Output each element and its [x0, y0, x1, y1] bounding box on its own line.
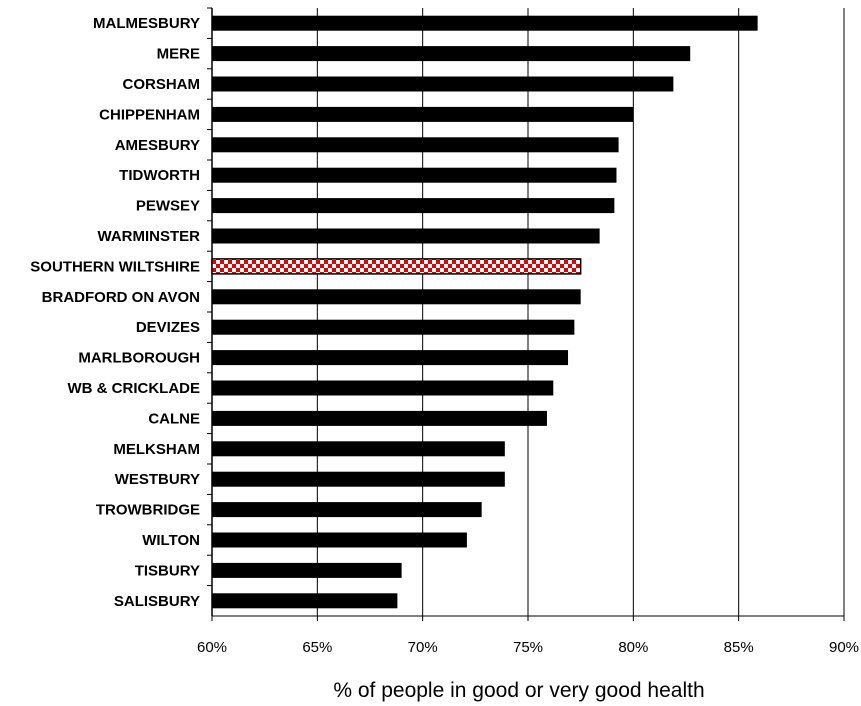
bar	[212, 593, 398, 609]
x-tick-labels: 60% 65% 70% 75% 80% 85% 90%	[197, 616, 859, 656]
x-tick-label: 75%	[513, 639, 543, 656]
category-label: CALNE	[148, 410, 200, 427]
bar	[212, 15, 758, 31]
category-label: AMESBURY	[115, 137, 200, 154]
category-label: TIDWORTH	[119, 167, 200, 184]
bar	[212, 198, 615, 214]
category-label: WESTBURY	[115, 471, 200, 488]
bar	[212, 137, 619, 153]
category-label: MALMESBURY	[93, 15, 200, 32]
category-label: TROWBRIDGE	[96, 502, 200, 519]
x-tick-label: 85%	[724, 639, 754, 656]
category-label: TISBURY	[135, 562, 200, 579]
category-label: MERE	[157, 46, 200, 63]
bar	[212, 380, 554, 396]
category-label: BRADFORD ON AVON	[42, 289, 200, 306]
gridlines	[211, 8, 845, 617]
category-label: MELKSHAM	[113, 441, 200, 458]
category-label: WB & CRICKLADE	[68, 380, 201, 397]
x-tick-label: 60%	[197, 639, 227, 656]
category-labels: MALMESBURY MERE CORSHAM CHIPPENHAM AMESBURY T…	[30, 7, 212, 610]
category-label: MARLBOROUGH	[78, 350, 200, 367]
bar	[212, 532, 467, 548]
x-tick-label: 65%	[302, 639, 332, 656]
bar	[212, 289, 581, 305]
category-label: DEVIZES	[136, 319, 200, 336]
bar	[212, 471, 505, 487]
bar	[212, 562, 402, 578]
x-axis-title: % of people in good or very good health	[333, 679, 704, 702]
bar	[212, 106, 634, 122]
bar	[212, 441, 505, 457]
category-label: SALISBURY	[114, 593, 200, 610]
x-tick-label: 90%	[829, 639, 859, 656]
bar	[212, 46, 691, 62]
category-label: CORSHAM	[123, 76, 201, 93]
bar	[212, 76, 674, 92]
x-tick-label: 80%	[618, 639, 648, 656]
category-label: SOUTHERN WILTSHIRE	[30, 258, 200, 275]
bar	[212, 167, 617, 183]
bar	[212, 410, 547, 426]
bars	[211, 15, 758, 609]
category-label: WILTON	[142, 532, 200, 549]
bar	[212, 502, 482, 518]
bar	[212, 350, 569, 366]
bar-highlight	[211, 258, 582, 275]
category-label: CHIPPENHAM	[99, 106, 200, 123]
x-tick-label: 70%	[408, 639, 438, 656]
bar	[212, 228, 600, 244]
category-label: PEWSEY	[136, 198, 200, 215]
category-label: WARMINSTER	[98, 228, 201, 245]
bar	[212, 319, 575, 335]
